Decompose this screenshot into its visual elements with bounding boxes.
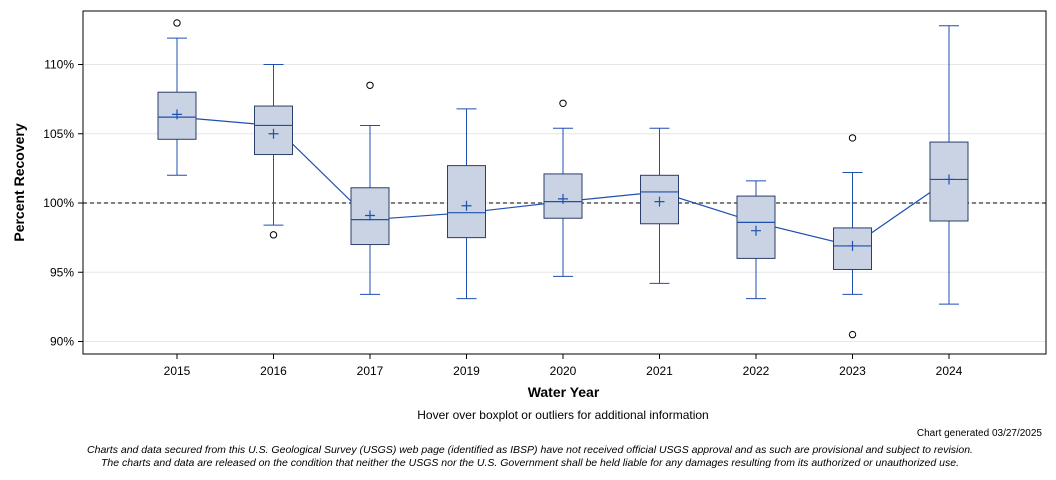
boxplot-2023[interactable] xyxy=(833,134,872,339)
hover-instruction: Hover over boxplot or outliers for addit… xyxy=(417,408,709,422)
mean-marker xyxy=(172,109,182,120)
outlier-point[interactable] xyxy=(559,99,567,107)
outlier-point[interactable] xyxy=(269,231,278,239)
y-tick-label: 105% xyxy=(43,127,74,141)
boxplot-2017[interactable] xyxy=(350,81,390,295)
plot-frame xyxy=(82,10,1047,355)
disclaimer-line-2: The charts and data are released on the … xyxy=(101,457,959,469)
y-tick-label: 95% xyxy=(50,265,74,279)
outlier-point[interactable] xyxy=(848,330,857,339)
disclaimer-line-1: Charts and data secured from this U.S. G… xyxy=(87,444,973,456)
x-tick-label: 2017 xyxy=(357,364,384,378)
y-axis-title: Percent Recovery xyxy=(11,123,27,242)
x-tick-label: 2022 xyxy=(743,364,770,378)
y-tick-label: 110% xyxy=(44,58,74,72)
mean-marker xyxy=(654,196,665,207)
mean-marker xyxy=(461,200,472,211)
mean-marker xyxy=(944,174,954,185)
outlier-point[interactable] xyxy=(173,19,181,27)
boxplot-2021[interactable] xyxy=(640,127,679,284)
y-tick-label: 90% xyxy=(50,335,74,349)
mean-marker xyxy=(365,210,375,221)
x-tick-label: 2015 xyxy=(164,364,191,378)
outlier-point[interactable] xyxy=(848,134,857,142)
x-axis-title: Water Year xyxy=(528,384,600,400)
boxplot-2020[interactable] xyxy=(543,99,583,277)
x-tick-label: 2016 xyxy=(260,364,287,378)
mean-marker xyxy=(268,128,279,139)
x-tick-label: 2019 xyxy=(453,364,480,378)
boxplot-2019[interactable] xyxy=(447,108,486,300)
x-tick-label: 2024 xyxy=(936,364,963,378)
outlier-point[interactable] xyxy=(366,81,374,89)
x-tick-label: 2023 xyxy=(839,364,866,378)
y-tick-label: 100% xyxy=(43,196,74,210)
boxplot-2024[interactable] xyxy=(929,25,969,305)
mean-marker xyxy=(847,240,858,251)
boxplot-2022[interactable] xyxy=(736,180,776,300)
boxplot-2015[interactable] xyxy=(157,19,197,176)
mean-marker xyxy=(558,193,568,204)
chart-generated-date: Chart generated 03/27/2025 xyxy=(916,428,1042,439)
x-tick-label: 2021 xyxy=(646,364,673,378)
boxplot-2016[interactable] xyxy=(254,64,293,239)
x-tick-label: 2020 xyxy=(550,364,577,378)
mean-marker xyxy=(751,225,761,236)
